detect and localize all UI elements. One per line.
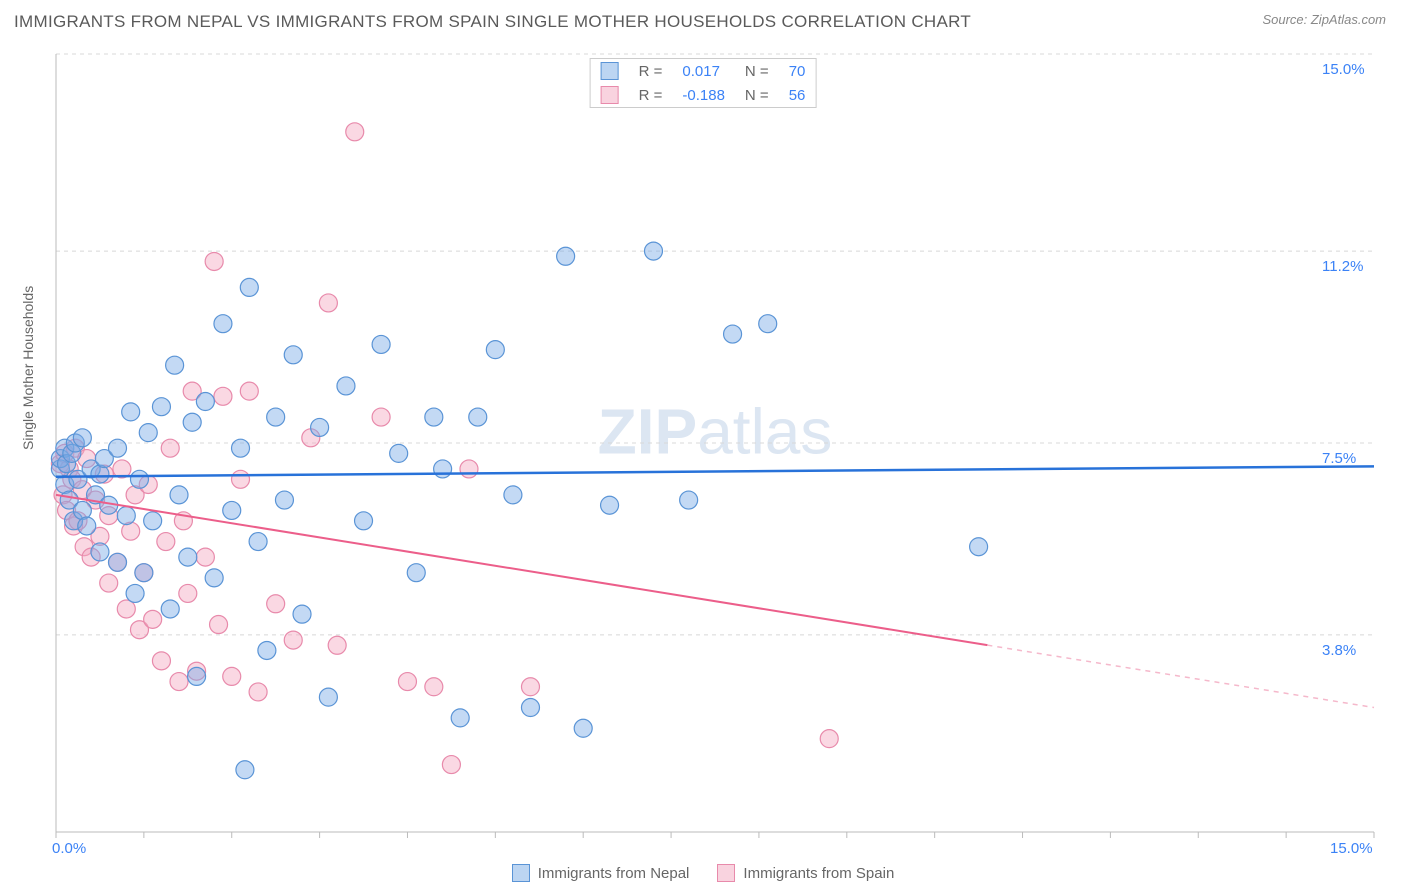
- legend-label: Immigrants from Spain: [743, 865, 894, 882]
- legend-item-pink: Immigrants from Spain: [717, 864, 894, 882]
- legend-swatch-pink: [717, 864, 735, 882]
- legend-swatch-pink: [601, 86, 619, 104]
- x-tick-label: 15.0%: [1330, 840, 1373, 857]
- r-label: R =: [629, 83, 673, 107]
- svg-text:11.2%: 11.2%: [1322, 258, 1363, 275]
- n-value: 70: [779, 59, 816, 83]
- r-label: R =: [629, 59, 673, 83]
- y-axis-label: Single Mother Households: [20, 286, 36, 450]
- legend-label: Immigrants from Nepal: [538, 865, 690, 882]
- legend-swatch-blue: [512, 864, 530, 882]
- r-value: 0.017: [672, 59, 735, 83]
- chart-title: IMMIGRANTS FROM NEPAL VS IMMIGRANTS FROM…: [14, 12, 971, 32]
- scatter-chart: ZIPatlas 3.8% 7.5% 11.2% 15.0%: [48, 40, 1386, 840]
- chart-area: ZIPatlas3.8%7.5%11.2%15.0% 0.0%15.0%: [48, 40, 1386, 840]
- svg-text:7.5%: 7.5%: [1322, 450, 1356, 467]
- n-value: 56: [779, 83, 816, 107]
- svg-text:3.8%: 3.8%: [1322, 642, 1356, 659]
- n-label: N =: [735, 83, 779, 107]
- svg-text:15.0%: 15.0%: [1322, 61, 1365, 78]
- legend-swatch-blue: [601, 62, 619, 80]
- series-legend: Immigrants from Nepal Immigrants from Spa…: [0, 864, 1406, 886]
- chart-header: IMMIGRANTS FROM NEPAL VS IMMIGRANTS FROM…: [0, 0, 1406, 40]
- legend-item-blue: Immigrants from Nepal: [512, 864, 690, 882]
- source-label: Source: ZipAtlas.com: [1262, 12, 1386, 27]
- x-tick-label: 0.0%: [52, 840, 86, 857]
- stats-legend: R =0.017N =70 R =-0.188N =56: [590, 58, 817, 108]
- n-label: N =: [735, 59, 779, 83]
- r-value: -0.188: [672, 83, 735, 107]
- svg-text:ZIPatlas: ZIPatlas: [598, 395, 833, 467]
